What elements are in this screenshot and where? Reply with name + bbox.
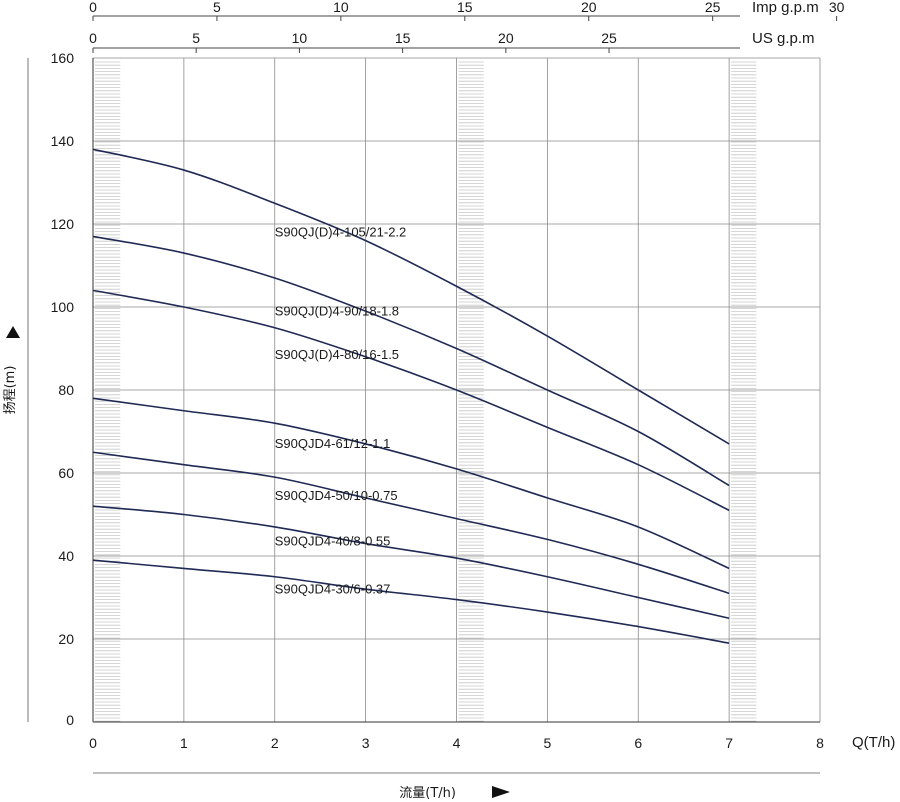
secondary-tick-label: 0 bbox=[89, 30, 97, 46]
x-tick-label: 5 bbox=[543, 735, 551, 751]
series-curve bbox=[92, 148, 730, 445]
y-tick-label: 160 bbox=[51, 50, 75, 66]
secondary-tick-label: 10 bbox=[333, 0, 349, 15]
x-axis-title: 流量(T/h) bbox=[399, 786, 456, 801]
shaded-band bbox=[95, 61, 121, 722]
imp-gpm-unit: Imp g.p.m bbox=[752, 0, 819, 16]
series-curve bbox=[92, 235, 730, 487]
series-label: S90QJ(D)4-90/18-1.8 bbox=[275, 303, 399, 318]
series-curve bbox=[92, 397, 730, 570]
series-label: S90QJD4-61/12-1.1 bbox=[275, 436, 391, 451]
plot-frame bbox=[27, 15, 821, 774]
x-tick-label: 0 bbox=[89, 735, 97, 751]
x-tick-label: 4 bbox=[453, 735, 461, 751]
y-tick-label: 40 bbox=[58, 548, 74, 564]
secondary-tick-label: 20 bbox=[498, 30, 514, 46]
y-tick-label: 100 bbox=[51, 299, 75, 315]
x-tick-label: 8 bbox=[816, 735, 824, 751]
curves bbox=[92, 148, 730, 644]
curve-labels: S90QJ(D)4-105/21-2.2 S90QJ(D)4-90/18-1.8 S… bbox=[275, 224, 407, 596]
secondary-tick-label: 20 bbox=[581, 0, 597, 15]
y-axis-title: 扬程(m) bbox=[3, 366, 18, 415]
y-axis-title-text: 扬程(m) bbox=[3, 366, 18, 415]
secondary-tick-label: 25 bbox=[601, 30, 617, 46]
x-unit-label: Q(T/h) bbox=[852, 734, 895, 751]
y-tick-label: 60 bbox=[58, 465, 74, 481]
x-axis-arrow-icon bbox=[492, 786, 510, 798]
series-label: S90QJ(D)4-80/16-1.5 bbox=[275, 347, 399, 362]
secondary-tick-label: 25 bbox=[705, 0, 721, 15]
y-tick-label: 20 bbox=[58, 631, 74, 647]
shaded-band bbox=[731, 61, 757, 722]
series-label: S90QJD4-30/6-0.37 bbox=[275, 581, 391, 596]
series-curve bbox=[92, 505, 730, 620]
series-curve bbox=[92, 451, 730, 595]
series-curve bbox=[92, 559, 730, 644]
us-gpm-unit: US g.p.m bbox=[752, 30, 815, 47]
grid-lines bbox=[93, 57, 820, 722]
x-tick-label: 6 bbox=[634, 735, 642, 751]
secondary-tick-label: 10 bbox=[292, 30, 308, 46]
y-tick-label: 0 bbox=[66, 712, 74, 728]
y-tick-label: 140 bbox=[51, 133, 75, 149]
series-label: S90QJ(D)4-105/21-2.2 bbox=[275, 224, 407, 239]
series-label: S90QJD4-40/8-0.55 bbox=[275, 534, 391, 549]
x-tick-label: 7 bbox=[725, 735, 733, 751]
y-axis-arrow-icon bbox=[6, 326, 20, 338]
y-tick-label: 120 bbox=[51, 216, 75, 232]
shaded-bands bbox=[95, 61, 757, 722]
secondary-tick-label: 0 bbox=[89, 0, 97, 15]
y-tick-label: 80 bbox=[58, 382, 74, 398]
x-tick-label: 2 bbox=[271, 735, 279, 751]
shaded-band bbox=[458, 61, 484, 722]
secondary-tick-label: 15 bbox=[395, 30, 411, 46]
x-tick-label: 1 bbox=[180, 735, 188, 751]
secondary-tick-label: 5 bbox=[192, 30, 200, 46]
x-tick-label: 3 bbox=[362, 735, 370, 751]
series-curve bbox=[92, 289, 730, 512]
secondary-tick-label: 5 bbox=[213, 0, 221, 15]
series-label: S90QJD4-50/10-0.75 bbox=[275, 488, 398, 503]
secondary-tick-label: 30 bbox=[829, 0, 845, 15]
secondary-tick-label: 15 bbox=[457, 0, 473, 15]
